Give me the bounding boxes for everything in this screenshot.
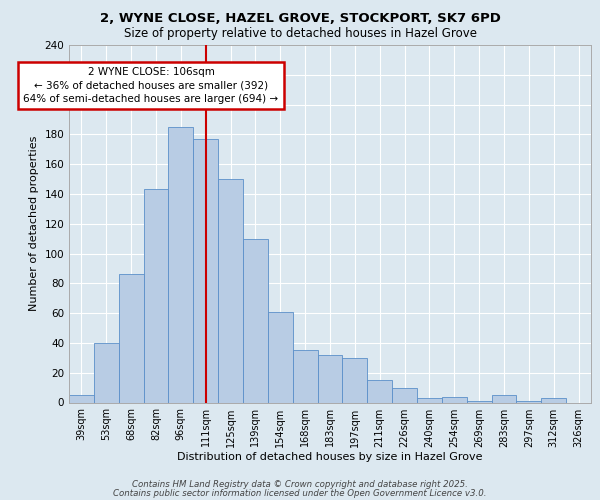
Bar <box>293 350 317 403</box>
Bar <box>119 274 143 402</box>
Text: Size of property relative to detached houses in Hazel Grove: Size of property relative to detached ho… <box>124 28 476 40</box>
Bar <box>69 395 94 402</box>
Bar <box>343 358 367 403</box>
Bar <box>243 238 268 402</box>
Bar <box>94 343 119 402</box>
Bar <box>541 398 566 402</box>
Bar <box>218 179 243 402</box>
Bar <box>268 312 293 402</box>
Text: 2, WYNE CLOSE, HAZEL GROVE, STOCKPORT, SK7 6PD: 2, WYNE CLOSE, HAZEL GROVE, STOCKPORT, S… <box>100 12 500 26</box>
Bar <box>193 139 218 402</box>
Bar <box>442 396 467 402</box>
Bar <box>417 398 442 402</box>
Bar <box>517 401 541 402</box>
Bar <box>467 401 491 402</box>
Bar <box>143 190 169 402</box>
Bar <box>367 380 392 402</box>
Bar <box>169 127 193 402</box>
X-axis label: Distribution of detached houses by size in Hazel Grove: Distribution of detached houses by size … <box>177 452 483 462</box>
Text: 2 WYNE CLOSE: 106sqm
← 36% of detached houses are smaller (392)
64% of semi-deta: 2 WYNE CLOSE: 106sqm ← 36% of detached h… <box>23 68 278 104</box>
Y-axis label: Number of detached properties: Number of detached properties <box>29 136 39 312</box>
Bar <box>317 355 343 403</box>
Text: Contains HM Land Registry data © Crown copyright and database right 2025.: Contains HM Land Registry data © Crown c… <box>132 480 468 489</box>
Bar <box>392 388 417 402</box>
Bar <box>491 395 517 402</box>
Text: Contains public sector information licensed under the Open Government Licence v3: Contains public sector information licen… <box>113 489 487 498</box>
